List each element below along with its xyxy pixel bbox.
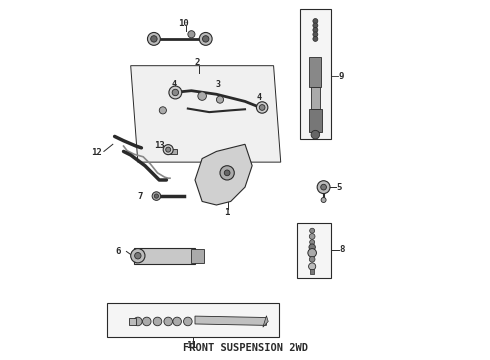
Polygon shape: [195, 144, 252, 205]
Bar: [300, 9, 331, 139]
Bar: [192, 249, 204, 263]
Circle shape: [313, 18, 318, 23]
Circle shape: [169, 86, 182, 99]
Bar: [309, 57, 321, 87]
Circle shape: [151, 36, 157, 42]
Text: 12: 12: [91, 148, 101, 157]
Text: 4: 4: [256, 93, 262, 102]
Circle shape: [159, 107, 167, 114]
Bar: [297, 223, 331, 278]
Polygon shape: [195, 316, 267, 325]
Text: 6: 6: [116, 247, 121, 256]
Circle shape: [259, 105, 265, 111]
Bar: [107, 303, 279, 337]
Text: 4: 4: [172, 80, 177, 89]
Circle shape: [321, 198, 326, 203]
Polygon shape: [134, 248, 195, 264]
Circle shape: [172, 89, 178, 96]
Bar: [311, 87, 319, 109]
Circle shape: [309, 256, 315, 262]
Circle shape: [198, 92, 206, 100]
Circle shape: [309, 244, 316, 250]
Bar: [129, 318, 136, 325]
Circle shape: [135, 252, 141, 259]
Text: 9: 9: [339, 72, 344, 81]
Bar: [170, 149, 177, 154]
Circle shape: [313, 23, 318, 28]
Circle shape: [163, 145, 173, 155]
Bar: [310, 269, 314, 274]
Circle shape: [313, 27, 318, 32]
Bar: [309, 109, 322, 132]
Text: FRONT SUSPENSION 2WD: FRONT SUSPENSION 2WD: [182, 343, 308, 353]
Circle shape: [309, 263, 316, 270]
Circle shape: [131, 249, 145, 263]
Text: 2: 2: [194, 58, 199, 67]
Circle shape: [147, 32, 160, 45]
Text: 7: 7: [137, 192, 143, 201]
Circle shape: [199, 32, 212, 45]
Circle shape: [154, 194, 159, 198]
Circle shape: [310, 228, 315, 233]
Circle shape: [166, 147, 171, 152]
Circle shape: [153, 317, 162, 326]
Circle shape: [309, 234, 315, 239]
Circle shape: [256, 102, 268, 113]
Circle shape: [313, 36, 318, 41]
Circle shape: [308, 249, 317, 257]
Circle shape: [184, 317, 192, 326]
Circle shape: [152, 192, 161, 201]
Text: 11: 11: [186, 341, 197, 350]
Text: 10: 10: [178, 19, 189, 28]
Circle shape: [220, 166, 234, 180]
Circle shape: [321, 184, 326, 190]
Circle shape: [202, 36, 209, 42]
Circle shape: [143, 317, 151, 326]
Circle shape: [188, 31, 195, 38]
Circle shape: [173, 317, 181, 326]
Polygon shape: [143, 250, 193, 261]
Polygon shape: [263, 316, 268, 327]
Circle shape: [313, 32, 318, 37]
Circle shape: [311, 130, 319, 139]
Circle shape: [317, 181, 330, 194]
Text: 13: 13: [154, 141, 165, 150]
Text: 5: 5: [337, 183, 342, 192]
Polygon shape: [131, 66, 281, 162]
Text: 1: 1: [224, 208, 229, 217]
Circle shape: [164, 317, 172, 326]
Circle shape: [224, 170, 230, 176]
Circle shape: [217, 96, 223, 103]
Circle shape: [310, 240, 315, 245]
Circle shape: [134, 317, 142, 326]
Text: 3: 3: [216, 80, 220, 89]
Text: 8: 8: [339, 245, 344, 254]
